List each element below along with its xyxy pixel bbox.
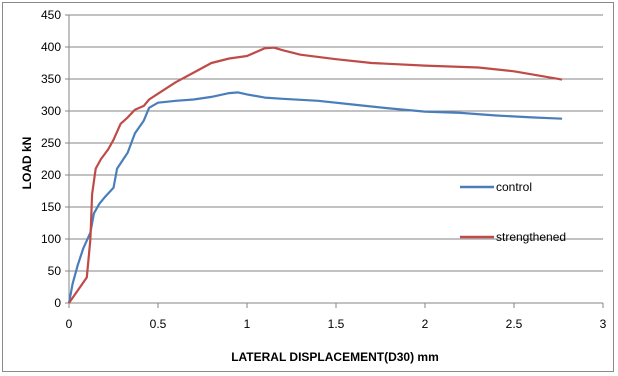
- y-tick-label: 0: [54, 296, 61, 310]
- y-tick-label: 400: [41, 40, 61, 54]
- y-tick-label: 450: [41, 8, 61, 22]
- x-tick-label: 1.5: [328, 317, 345, 331]
- series-line-control: [67, 91, 563, 304]
- x-tick-label: 2.5: [506, 317, 523, 331]
- legend-label-strengthened: strengthened: [496, 230, 566, 244]
- y-tick-label: 350: [41, 72, 61, 86]
- x-tick-label: 2: [422, 317, 429, 331]
- y-axis-title: LOAD kN: [20, 137, 34, 190]
- grid-lines: [69, 14, 603, 272]
- series-lines: [67, 46, 563, 304]
- legend-label-control: control: [496, 180, 532, 194]
- legend: control strengthened: [460, 180, 566, 244]
- y-tick-label: 150: [41, 200, 61, 214]
- x-tick-label: 0: [66, 317, 73, 331]
- series-line-strengthened: [68, 46, 563, 304]
- x-axis-ticks: 0 0.5 1 1.5 2 2.5 3: [66, 303, 607, 331]
- x-axis-title: LATERAL DISPLACEMENT(D30) mm: [231, 350, 439, 364]
- x-tick-label: 0.5: [150, 317, 167, 331]
- chart-frame: [2, 2, 614, 372]
- y-tick-label: 50: [48, 264, 62, 278]
- x-tick-label: 3: [600, 317, 607, 331]
- y-tick-label: 300: [41, 104, 61, 118]
- y-axis-ticks: 0 50 100 150 200 250 300 350 400 450: [41, 8, 69, 310]
- y-tick-label: 100: [41, 232, 61, 246]
- y-tick-label: 250: [41, 136, 61, 150]
- y-tick-label: 200: [41, 168, 61, 182]
- x-tick-label: 1: [244, 317, 251, 331]
